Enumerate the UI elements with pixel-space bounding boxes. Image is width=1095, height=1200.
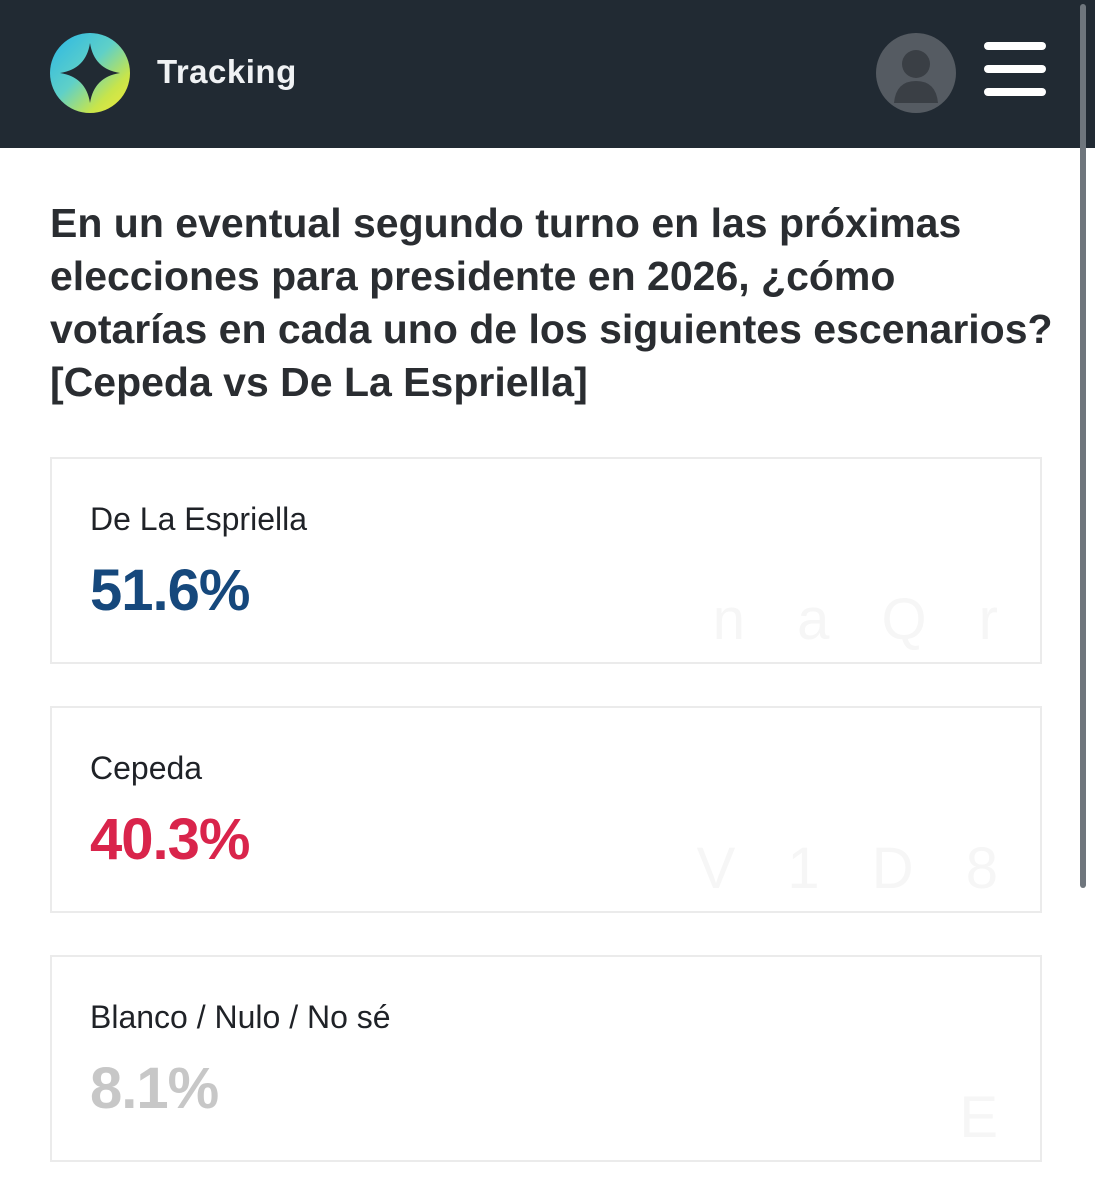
candidate-percentage: 51.6% <box>90 558 250 623</box>
menu-line <box>984 88 1046 96</box>
menu-line <box>984 65 1046 73</box>
app-title: Tracking <box>157 53 297 90</box>
candidate-label: Cepeda <box>90 750 203 786</box>
result-card-de-la-espriella: De La Espriella 51.6% n a Q r <box>50 457 1042 664</box>
watermark: V 1 D 8 <box>696 836 1016 901</box>
watermark: E <box>959 1085 1016 1150</box>
scrollbar[interactable] <box>1080 4 1086 888</box>
option-label: Blanco / Nulo / No sé <box>90 999 391 1035</box>
compass-star-icon[interactable] <box>50 33 130 113</box>
hamburger-menu-icon[interactable] <box>984 42 1046 96</box>
survey-question: En un eventual segundo turno en las próx… <box>50 200 1053 405</box>
user-silhouette-icon[interactable] <box>876 33 956 113</box>
watermark: n a Q r <box>712 587 1016 652</box>
top-bar: Tracking <box>0 0 1095 148</box>
menu-line <box>984 42 1046 50</box>
option-percentage: 8.1% <box>90 1056 219 1121</box>
result-card-blanco-nulo: Blanco / Nulo / No sé 8.1% E <box>50 955 1042 1162</box>
result-card-cepeda: Cepeda 40.3% V 1 D 8 <box>50 706 1042 913</box>
candidate-label: De La Espriella <box>90 501 307 537</box>
candidate-percentage: 40.3% <box>90 807 250 872</box>
